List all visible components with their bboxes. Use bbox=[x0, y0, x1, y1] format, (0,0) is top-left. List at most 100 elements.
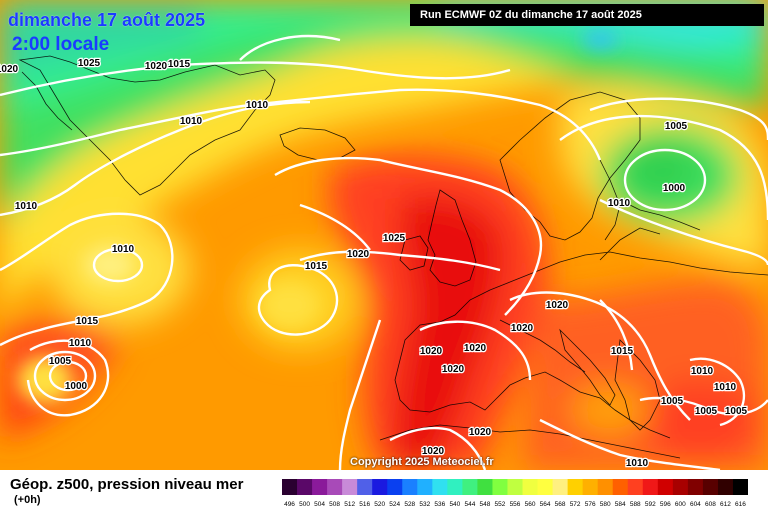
scale-swatch bbox=[567, 479, 584, 495]
scale-label: 612 bbox=[720, 501, 731, 508]
isobar-label: 1005 bbox=[49, 356, 72, 367]
scale-swatch bbox=[282, 479, 298, 495]
scale-label: 576 bbox=[585, 501, 596, 508]
scale-label: 584 bbox=[615, 501, 626, 508]
isobar-label: 1020 bbox=[464, 343, 487, 354]
scale-label: 608 bbox=[705, 501, 716, 508]
legend-title: Géop. z500, pression niveau mer bbox=[10, 476, 244, 493]
scale-label: 572 bbox=[570, 501, 581, 508]
scale-swatch bbox=[507, 479, 524, 495]
isobar-label: 1010 bbox=[626, 458, 649, 469]
isobar-label: 1020 bbox=[420, 346, 443, 357]
scale-swatch bbox=[297, 479, 313, 495]
scale-swatch bbox=[702, 479, 719, 495]
isobar-label: 1010 bbox=[691, 366, 714, 377]
scale-swatch bbox=[402, 479, 418, 495]
scale-swatch bbox=[582, 479, 599, 495]
isobar-label: 1020 bbox=[442, 364, 465, 375]
isobar-label: 1010 bbox=[15, 201, 38, 212]
scale-swatch bbox=[717, 479, 734, 495]
isobar-label: 1005 bbox=[695, 406, 718, 417]
scale-swatch bbox=[687, 479, 704, 495]
scale-swatch bbox=[642, 479, 659, 495]
isobar-label: 1015 bbox=[168, 59, 191, 70]
scale-label: 500 bbox=[299, 501, 310, 508]
isobar-label: 1015 bbox=[611, 346, 634, 357]
scale-label: 516 bbox=[359, 501, 370, 508]
scale-label: 548 bbox=[480, 501, 491, 508]
isobar-label: 1020 bbox=[422, 446, 445, 457]
isobar-label: 1010 bbox=[69, 338, 92, 349]
scale-label: 568 bbox=[555, 501, 566, 508]
legend-subtitle: (+0h) bbox=[14, 494, 41, 506]
scale-swatch bbox=[612, 479, 629, 495]
scale-swatch bbox=[462, 479, 478, 495]
isobar-label: 1020 bbox=[511, 323, 534, 334]
scale-label: 560 bbox=[525, 501, 536, 508]
scale-label: 580 bbox=[600, 501, 611, 508]
scale-swatch bbox=[477, 479, 493, 495]
scale-swatch bbox=[312, 479, 328, 495]
scale-label: 616 bbox=[735, 501, 746, 508]
map-date: dimanche 17 août 2025 bbox=[8, 10, 206, 30]
scale-label: 504 bbox=[314, 501, 325, 508]
scale-label: 496 bbox=[284, 501, 295, 508]
isobars bbox=[0, 34, 768, 470]
isobar-label: 1005 bbox=[665, 121, 688, 132]
isobar-label: 1005 bbox=[661, 396, 684, 407]
scale-label: 588 bbox=[630, 501, 641, 508]
scale-swatch bbox=[537, 479, 554, 495]
scale-swatch bbox=[327, 479, 343, 495]
scale-swatch bbox=[417, 479, 433, 495]
scale-label: 540 bbox=[449, 501, 460, 508]
scale-label: 524 bbox=[389, 501, 400, 508]
scale-swatch bbox=[372, 479, 388, 495]
scale-label: 556 bbox=[510, 501, 521, 508]
scale-label: 564 bbox=[540, 501, 551, 508]
isobar-labels: 1020102510201015101010101010101010151010… bbox=[0, 57, 749, 470]
scale-swatch bbox=[342, 479, 358, 495]
scale-label: 528 bbox=[404, 501, 415, 508]
scale-swatch bbox=[672, 479, 689, 495]
color-scale: 496 500 504 508 512 516 520 524 528 532 536 540 544 5… bbox=[282, 479, 748, 508]
isobar-label: 1010 bbox=[246, 100, 269, 111]
scale-swatch bbox=[357, 479, 373, 495]
scale-swatch bbox=[492, 479, 508, 495]
scale-label: 604 bbox=[690, 501, 701, 508]
scale-swatch bbox=[552, 479, 569, 495]
scale-swatch bbox=[432, 479, 448, 495]
scale-label: 596 bbox=[660, 501, 671, 508]
scale-swatch bbox=[732, 479, 748, 495]
isobar-label: 1000 bbox=[663, 183, 686, 194]
isobar-label: 1015 bbox=[305, 261, 328, 272]
scale-swatch bbox=[522, 479, 539, 495]
coastlines bbox=[18, 55, 768, 459]
scale-label: 508 bbox=[329, 501, 340, 508]
run-info: Run ECMWF 0Z du dimanche 17 août 2025 bbox=[410, 4, 764, 26]
isobar-label: 1010 bbox=[180, 116, 203, 127]
scale-label: 544 bbox=[464, 501, 475, 508]
scale-label: 532 bbox=[419, 501, 430, 508]
weather-map: 1020102510201015101010101010101010151010… bbox=[0, 0, 768, 470]
isobar-label: 1025 bbox=[78, 58, 101, 69]
isobar-label: 1010 bbox=[112, 244, 135, 255]
scale-label: 592 bbox=[645, 501, 656, 508]
isobar-label: 1000 bbox=[65, 381, 88, 392]
isobar-label: 1015 bbox=[76, 316, 99, 327]
isobar-label: 1020 bbox=[546, 300, 569, 311]
isobar-label: 1005 bbox=[725, 406, 748, 417]
isobar-label: 1010 bbox=[608, 198, 631, 209]
isobar-label: 1025 bbox=[383, 233, 406, 244]
scale-swatch bbox=[627, 479, 644, 495]
copyright: Copyright 2025 Meteociel.fr bbox=[350, 456, 494, 468]
scale-label: 600 bbox=[675, 501, 686, 508]
scale-swatch bbox=[387, 479, 403, 495]
isobar-label: 1020 bbox=[469, 427, 492, 438]
scale-swatch bbox=[657, 479, 674, 495]
scale-label: 520 bbox=[374, 501, 385, 508]
isobar-label: 1020 bbox=[0, 64, 19, 75]
isobar-label: 1010 bbox=[714, 382, 737, 393]
scale-swatch bbox=[597, 479, 614, 495]
map-time: 2:00 locale bbox=[12, 34, 110, 55]
isobar-label: 1020 bbox=[145, 61, 168, 72]
